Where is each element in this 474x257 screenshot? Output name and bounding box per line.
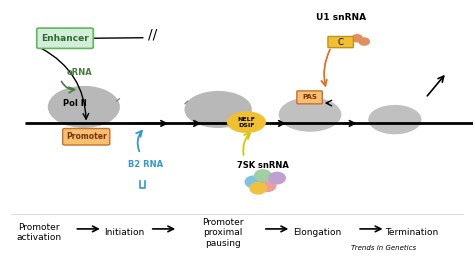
Text: Enhancer: Enhancer <box>41 34 89 43</box>
Ellipse shape <box>352 35 362 42</box>
Text: Elongation: Elongation <box>293 228 341 237</box>
Text: PAS: PAS <box>302 94 317 100</box>
Text: Initiation: Initiation <box>104 228 144 237</box>
Ellipse shape <box>250 182 266 194</box>
Ellipse shape <box>185 92 251 127</box>
FancyBboxPatch shape <box>297 91 322 104</box>
Ellipse shape <box>369 106 421 134</box>
Text: Pol II: Pol II <box>64 99 87 108</box>
FancyBboxPatch shape <box>328 36 354 48</box>
Text: Promoter
proximal
pausing: Promoter proximal pausing <box>202 218 244 248</box>
Text: Promoter
activation: Promoter activation <box>17 223 62 242</box>
Text: 7SK snRNA: 7SK snRNA <box>237 161 289 170</box>
Ellipse shape <box>245 176 262 188</box>
Text: eRNA: eRNA <box>66 68 92 77</box>
Text: C: C <box>338 38 344 47</box>
Text: U1 snRNA: U1 snRNA <box>316 13 366 22</box>
Ellipse shape <box>269 172 285 184</box>
Text: Trends in Genetics: Trends in Genetics <box>351 244 416 251</box>
Text: B2 RNA: B2 RNA <box>128 160 163 169</box>
Text: DSIF: DSIF <box>238 123 255 128</box>
FancyBboxPatch shape <box>36 28 93 48</box>
Text: //: // <box>147 27 157 41</box>
Ellipse shape <box>255 170 271 181</box>
Ellipse shape <box>48 87 119 127</box>
Text: Promoter: Promoter <box>66 132 107 141</box>
Text: Termination: Termination <box>385 228 438 237</box>
Text: NELF: NELF <box>237 117 255 122</box>
Circle shape <box>228 112 265 132</box>
Ellipse shape <box>259 180 276 191</box>
Ellipse shape <box>279 98 341 131</box>
Ellipse shape <box>359 38 369 45</box>
FancyBboxPatch shape <box>63 128 110 145</box>
